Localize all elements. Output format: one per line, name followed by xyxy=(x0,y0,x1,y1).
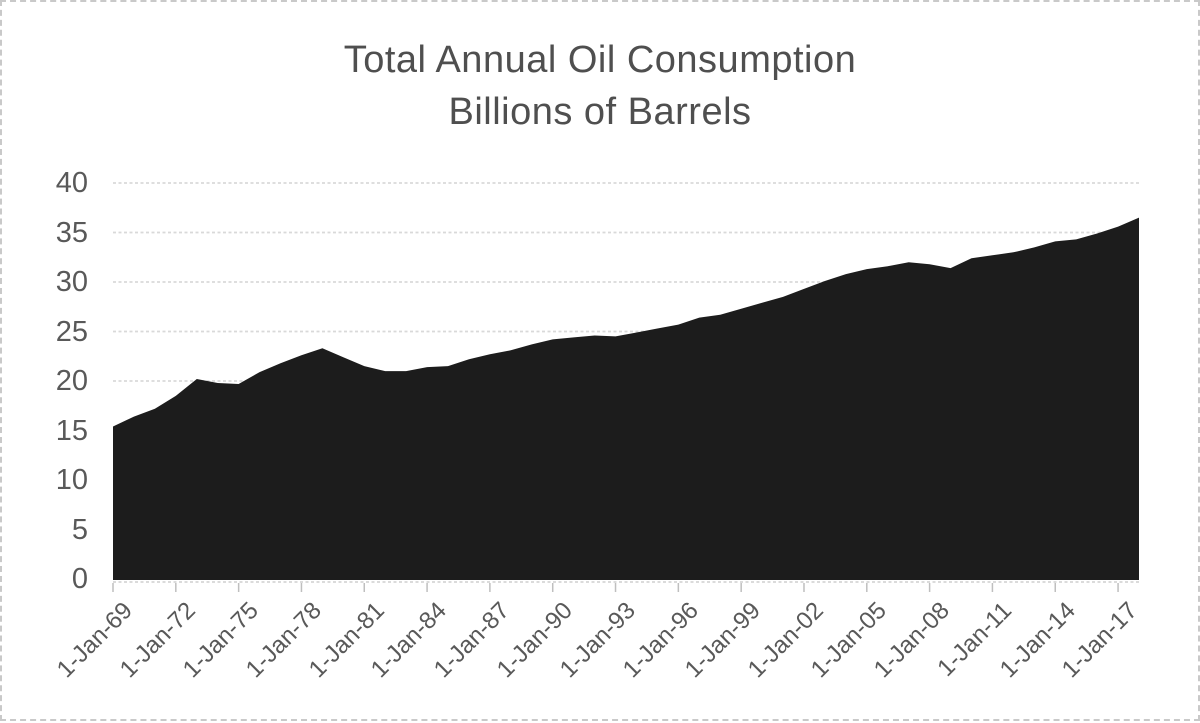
chart-title-line1: Total Annual Oil Consumption xyxy=(343,39,857,81)
y-axis-label: 30 xyxy=(55,266,88,298)
y-axis-label: 20 xyxy=(55,365,88,397)
y-axis-label: 0 xyxy=(71,563,88,595)
y-axis-label: 10 xyxy=(55,464,88,496)
chart-title-line2: Billions of Barrels xyxy=(448,91,752,133)
y-axis-label: 40 xyxy=(55,167,88,199)
chart-title: Total Annual Oil Consumption Billions of… xyxy=(2,34,1198,138)
y-axis-label: 5 xyxy=(71,513,88,546)
y-axis-label: 35 xyxy=(55,216,88,249)
area-series xyxy=(113,217,1139,580)
y-axis-label: 15 xyxy=(55,414,88,447)
y-axis-label: 25 xyxy=(55,315,88,348)
